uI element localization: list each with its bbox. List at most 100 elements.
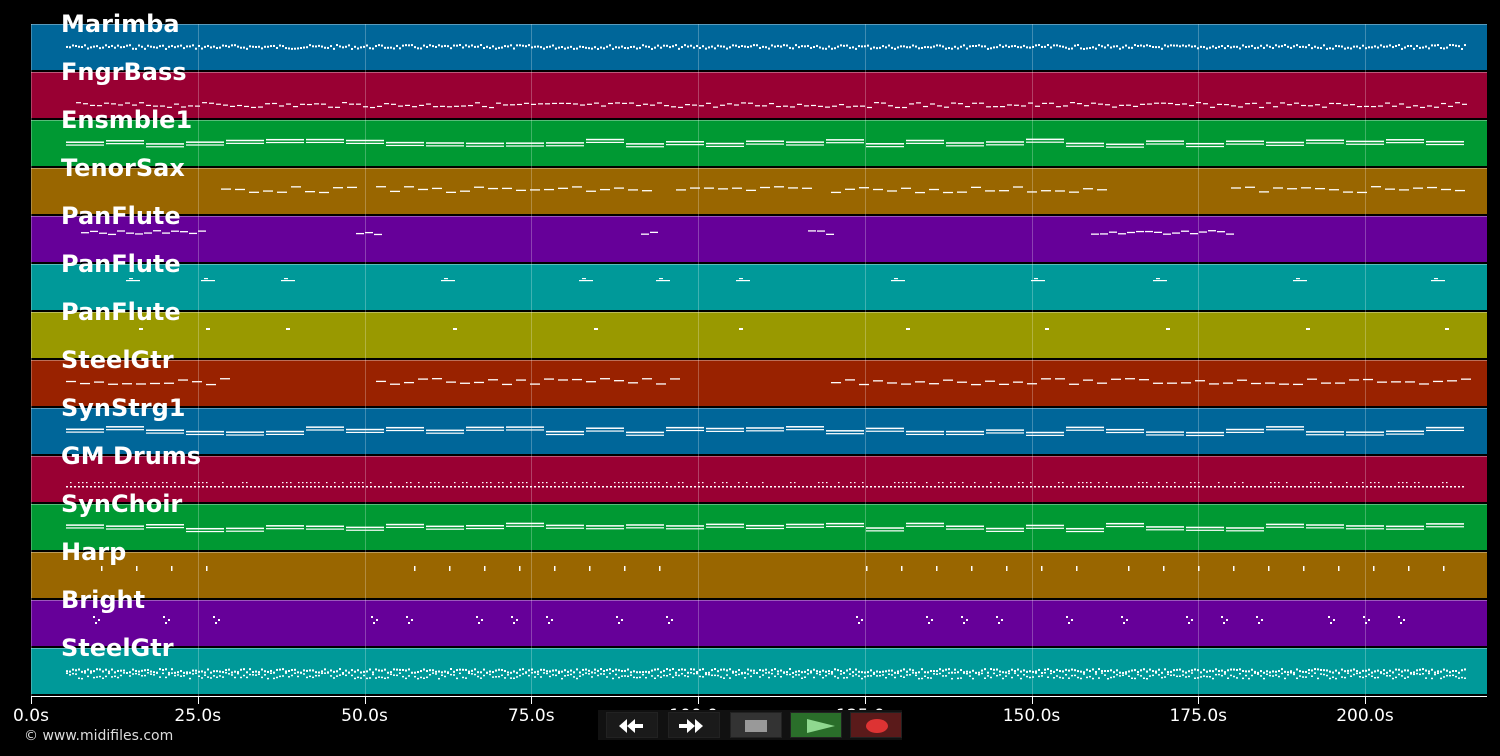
note: [690, 44, 692, 47]
note: [519, 668, 521, 671]
note: [1092, 677, 1094, 680]
play-button[interactable]: [790, 712, 842, 738]
note: [132, 104, 137, 106]
track-lane[interactable]: [31, 72, 1487, 118]
note: [861, 45, 863, 48]
note: [1437, 670, 1439, 673]
track-lane[interactable]: [31, 552, 1487, 598]
note: [297, 671, 299, 674]
note: [446, 191, 456, 194]
note: [746, 430, 784, 432]
note: [1233, 668, 1235, 671]
note: [418, 482, 420, 484]
note: [195, 105, 200, 107]
note: [950, 486, 952, 488]
note: [1146, 431, 1184, 433]
note: [1403, 619, 1405, 621]
note: [678, 482, 680, 484]
note: [440, 105, 445, 107]
note: [1084, 105, 1089, 107]
note: [1149, 45, 1151, 48]
note: [333, 677, 335, 679]
note: [486, 45, 488, 48]
note: [906, 142, 944, 144]
note: [1341, 676, 1343, 678]
note: [1188, 622, 1190, 624]
fast-forward-button[interactable]: [668, 712, 720, 738]
note: [642, 190, 652, 192]
note: [759, 676, 761, 678]
note: [1443, 566, 1445, 571]
note: [840, 44, 842, 47]
note: [1419, 46, 1421, 49]
note: [106, 143, 144, 145]
note: [636, 671, 638, 674]
note: [1458, 486, 1460, 488]
note: [942, 45, 944, 48]
note: [1110, 676, 1112, 679]
note: [1422, 46, 1424, 49]
track-lane[interactable]: [31, 504, 1487, 550]
note: [999, 44, 1001, 47]
note: [258, 671, 260, 674]
note: [818, 486, 820, 488]
note: [811, 104, 816, 107]
track-lane[interactable]: [31, 360, 1487, 406]
note: [906, 522, 944, 525]
note: [576, 47, 578, 50]
note: [1158, 46, 1160, 49]
track-lane[interactable]: [31, 456, 1487, 502]
note: [675, 674, 677, 676]
note: [1106, 522, 1144, 525]
note: [670, 378, 680, 380]
note: [1008, 672, 1010, 675]
note: [839, 103, 844, 106]
note: [906, 486, 908, 488]
note: [1390, 486, 1392, 488]
note: [753, 669, 755, 672]
note: [1139, 379, 1149, 381]
stop-button[interactable]: [730, 712, 782, 738]
note: [792, 47, 794, 50]
note: [984, 677, 986, 679]
note: [1066, 527, 1104, 530]
note: [651, 47, 653, 50]
note: [798, 46, 800, 49]
note: [987, 671, 989, 674]
note: [739, 278, 743, 280]
rewind-button[interactable]: [606, 712, 658, 738]
note: [984, 45, 986, 48]
note: [1161, 47, 1163, 50]
note: [1427, 186, 1437, 189]
track-lane[interactable]: [31, 216, 1487, 262]
note: [564, 669, 566, 672]
note: [513, 670, 515, 673]
note: [660, 46, 662, 49]
note: [561, 677, 563, 680]
note: [609, 44, 611, 47]
note: [1098, 44, 1100, 47]
note: [234, 44, 236, 47]
note: [105, 44, 107, 47]
note: [447, 671, 449, 674]
note: [924, 671, 926, 674]
note: [1245, 186, 1255, 188]
note: [1335, 677, 1337, 680]
record-button[interactable]: [850, 712, 902, 738]
note: [207, 668, 209, 671]
note: [351, 669, 353, 672]
track-lane[interactable]: [31, 264, 1487, 310]
note: [372, 47, 374, 50]
note: [1209, 46, 1211, 49]
track-lane[interactable]: [31, 312, 1487, 358]
note: [1441, 102, 1446, 105]
note: [219, 670, 221, 673]
note: [447, 672, 449, 674]
note: [1113, 671, 1115, 674]
note: [866, 527, 904, 529]
note: [1242, 44, 1244, 47]
track-lane[interactable]: [31, 168, 1487, 214]
note: [1055, 190, 1065, 192]
note: [1323, 44, 1325, 47]
track-lane[interactable]: [31, 600, 1487, 646]
